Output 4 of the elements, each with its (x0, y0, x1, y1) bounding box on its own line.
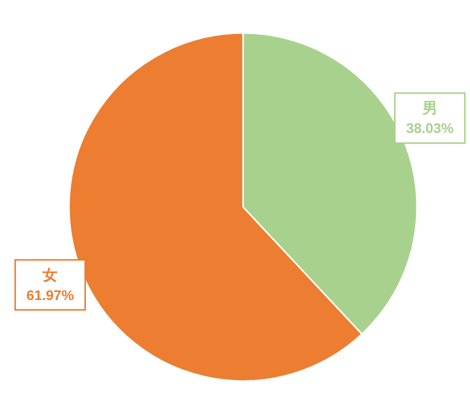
slice-label: 男 (421, 99, 438, 118)
data-label: 38.03% (406, 120, 454, 136)
slice-label: 女 (42, 266, 58, 284)
data-label: 61.97% (26, 286, 74, 303)
